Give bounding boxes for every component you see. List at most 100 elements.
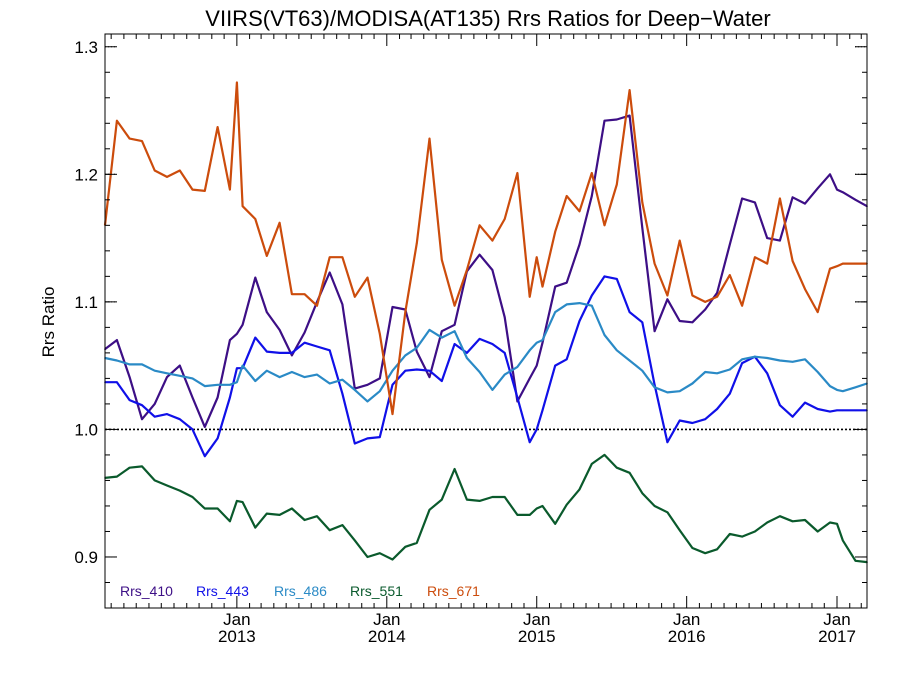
data-point-Rrs_410 bbox=[453, 324, 456, 326]
data-point-Rrs_486 bbox=[391, 369, 394, 372]
data-point-Rrs_671 bbox=[666, 294, 669, 297]
data-point-Rrs_551 bbox=[603, 454, 606, 456]
data-point-Rrs_551 bbox=[341, 524, 344, 526]
data-point-Rrs_551 bbox=[166, 484, 168, 487]
data-point-Rrs_410 bbox=[141, 418, 143, 421]
data-point-Rrs_443 bbox=[453, 343, 456, 345]
data-point-Rrs_551 bbox=[366, 556, 369, 558]
data-point-Rrs_551 bbox=[241, 501, 244, 503]
data-point-Rrs_671 bbox=[591, 172, 593, 174]
data-point-Rrs_443 bbox=[791, 415, 794, 418]
data-point-Rrs_671 bbox=[328, 256, 331, 259]
data-point-Rrs_410 bbox=[303, 331, 306, 334]
data-point-Rrs_410 bbox=[291, 354, 293, 357]
data-point-Rrs_443 bbox=[716, 408, 718, 410]
data-point-Rrs_671 bbox=[791, 260, 794, 262]
data-point-Rrs_486 bbox=[316, 373, 318, 376]
data-point-Rrs_551 bbox=[729, 533, 731, 535]
data-point-Rrs_671 bbox=[528, 296, 531, 298]
data-point-Rrs_671 bbox=[453, 304, 456, 307]
data-point-Rrs_443 bbox=[379, 436, 381, 438]
data-point-Rrs_486 bbox=[278, 376, 281, 378]
data-point-Rrs_443 bbox=[428, 369, 431, 372]
data-point-Rrs_551 bbox=[716, 548, 718, 551]
data-point-Rrs_486 bbox=[816, 371, 819, 373]
data-point-Rrs_443 bbox=[678, 419, 681, 422]
data-point-Rrs_551 bbox=[478, 500, 481, 502]
x-tick-label-month: Jan bbox=[673, 610, 700, 629]
data-point-Rrs_671 bbox=[754, 256, 756, 259]
data-point-Rrs_671 bbox=[554, 230, 556, 233]
data-point-Rrs_443 bbox=[535, 428, 538, 431]
data-point-Rrs_671 bbox=[541, 285, 544, 288]
y-tick-label: 1.3 bbox=[74, 38, 98, 57]
data-point-Rrs_443 bbox=[766, 372, 768, 375]
data-point-Rrs_671 bbox=[466, 269, 468, 271]
data-point-Rrs_443 bbox=[704, 418, 706, 421]
legend-entry-Rrs_551: Rrs_551 bbox=[350, 583, 403, 599]
data-point-Rrs_486 bbox=[653, 386, 656, 389]
series-line-Rrs_551 bbox=[104, 453, 868, 564]
data-point-Rrs_486 bbox=[428, 329, 431, 331]
data-point-Rrs_410 bbox=[179, 364, 181, 367]
data-point-Rrs_551 bbox=[691, 547, 694, 549]
data-point-Rrs_410 bbox=[829, 173, 831, 176]
data-point-Rrs_671 bbox=[829, 267, 831, 270]
data-point-Rrs_486 bbox=[829, 385, 831, 387]
data-point-Rrs_410 bbox=[478, 253, 481, 256]
data-point-Rrs_671 bbox=[729, 274, 731, 276]
data-point-Rrs_410 bbox=[266, 311, 268, 313]
data-point-Rrs_410 bbox=[166, 376, 168, 378]
data-point-Rrs_486 bbox=[266, 369, 268, 372]
data-point-Rrs_486 bbox=[254, 380, 257, 382]
data-point-Rrs_443 bbox=[816, 408, 819, 410]
data-point-Rrs_486 bbox=[241, 364, 244, 367]
data-point-Rrs_671 bbox=[628, 89, 631, 91]
data-point-Rrs_671 bbox=[303, 293, 306, 296]
data-point-Rrs_410 bbox=[565, 281, 568, 284]
data-point-Rrs_410 bbox=[191, 396, 194, 399]
data-point-Rrs_410 bbox=[716, 292, 718, 294]
data-point-Rrs_443 bbox=[191, 428, 194, 431]
data-point-Rrs_443 bbox=[628, 311, 631, 313]
data-point-Rrs_486 bbox=[641, 369, 644, 372]
data-point-Rrs_443 bbox=[616, 278, 618, 280]
data-point-Rrs_671 bbox=[191, 188, 194, 191]
data-point-Rrs_671 bbox=[141, 140, 143, 142]
data-point-Rrs_551 bbox=[428, 509, 431, 511]
legend-entry-Rrs_410: Rrs_410 bbox=[120, 583, 173, 599]
data-point-Rrs_671 bbox=[341, 256, 344, 259]
series-group bbox=[103, 81, 868, 564]
data-point-Rrs_443 bbox=[836, 409, 838, 412]
data-point-Rrs_410 bbox=[641, 227, 644, 229]
data-point-Rrs_486 bbox=[836, 389, 838, 391]
data-point-Rrs_551 bbox=[216, 507, 219, 510]
data-point-Rrs_486 bbox=[804, 358, 806, 361]
data-point-Rrs_443 bbox=[565, 358, 568, 361]
data-point-Rrs_443 bbox=[391, 384, 394, 386]
data-point-Rrs_410 bbox=[153, 403, 156, 405]
data-point-Rrs_443 bbox=[236, 367, 238, 370]
data-point-Rrs_443 bbox=[741, 362, 743, 364]
data-point-Rrs_410 bbox=[236, 333, 238, 335]
data-point-Rrs_671 bbox=[179, 169, 181, 172]
data-point-Rrs_410 bbox=[704, 308, 706, 311]
data-point-Rrs_486 bbox=[678, 390, 681, 393]
data-point-Rrs_671 bbox=[804, 288, 806, 290]
data-point-Rrs_551 bbox=[491, 496, 494, 498]
data-point-Rrs_551 bbox=[116, 475, 118, 478]
data-point-Rrs_410 bbox=[854, 199, 857, 201]
data-point-Rrs_671 bbox=[691, 294, 694, 297]
data-point-Rrs_410 bbox=[754, 201, 756, 204]
data-point-Rrs_551 bbox=[836, 523, 838, 525]
data-point-Rrs_443 bbox=[166, 413, 168, 415]
data-point-Rrs_443 bbox=[516, 396, 519, 399]
data-point-Rrs_486 bbox=[591, 304, 593, 307]
data-point-Rrs_671 bbox=[641, 201, 644, 204]
data-point-Rrs_486 bbox=[404, 354, 407, 357]
data-point-Rrs_410 bbox=[204, 426, 206, 428]
data-point-Rrs_443 bbox=[328, 349, 331, 352]
data-point-Rrs_551 bbox=[641, 492, 644, 495]
data-point-Rrs_551 bbox=[842, 539, 844, 542]
